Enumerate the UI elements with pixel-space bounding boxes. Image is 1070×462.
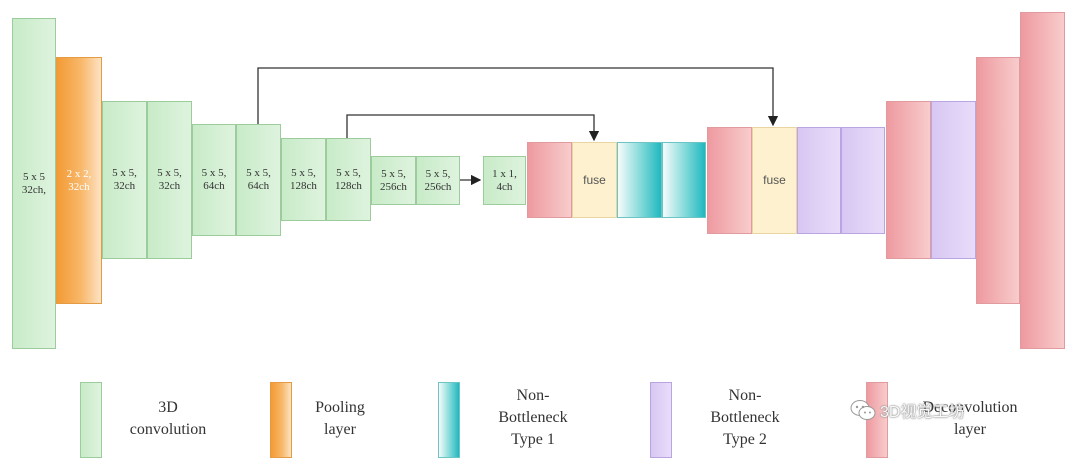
block-conv-6: 5 x 5, 128ch <box>281 138 326 221</box>
block-label: 2 x 2, 32ch <box>66 167 92 193</box>
block-nb2-2 <box>841 127 885 234</box>
block-deconv-4 <box>976 57 1020 304</box>
block-label: 5 x 5, 32ch <box>157 167 182 192</box>
legend-swatch-pool <box>270 382 292 458</box>
block-conv-7: 5 x 5, 128ch <box>326 138 371 221</box>
block-deconv-3 <box>886 101 931 259</box>
block-deconv-5 <box>1020 12 1065 349</box>
block-deconv-2 <box>707 127 752 234</box>
legend-label-nb1: Non- Bottleneck Type 1 <box>498 387 568 448</box>
block-label: 5 x 5, 64ch <box>201 167 227 192</box>
block-fuse-1: fuse <box>572 142 617 218</box>
block-nb2-1 <box>797 127 841 234</box>
block-conv-8: 5 x 5, 256ch <box>371 156 416 205</box>
block-label: fuse <box>763 173 786 187</box>
legend-label-conv: 3D convolution <box>129 399 207 438</box>
block-deconv-1 <box>527 142 572 218</box>
block-conv-4: 5 x 5, 64ch <box>192 124 236 236</box>
block-label: 1 x 1, 4ch <box>492 167 517 193</box>
block-nb2-3 <box>931 101 976 259</box>
skip-connection-inner <box>346 114 600 142</box>
block-conv-9: 5 x 5, 256ch <box>416 156 460 205</box>
block-label: 5 x 5, 256ch <box>380 167 407 193</box>
legend-swatch-nb1 <box>438 382 460 458</box>
block-label: 5 x 5, 128ch <box>335 166 362 192</box>
legend-swatch-deconv <box>866 382 888 458</box>
block-nb1-1 <box>617 142 662 218</box>
block-label: 5 x 5 32ch, <box>21 170 47 196</box>
block-label: 5 x 5, 64ch <box>246 167 271 192</box>
legend-swatch-nb2 <box>650 382 672 458</box>
watermark-text: 3D视觉工坊 <box>880 404 965 421</box>
wechat-icon <box>850 400 876 420</box>
block-conv-10: 1 x 1, 4ch <box>483 156 526 205</box>
legend-label-nb2: Non- Bottleneck Type 2 <box>710 387 780 448</box>
legend-label-pool: Pooling layer <box>315 399 365 438</box>
legend-swatch-conv <box>80 382 102 458</box>
block-conv-3: 5 x 5, 32ch <box>147 101 192 259</box>
watermark: 3D视觉工坊 <box>850 398 964 422</box>
block-conv-2: 5 x 5, 32ch <box>102 101 147 259</box>
block-pool-1: 2 x 2, 32ch <box>56 57 102 304</box>
block-nb1-2 <box>662 142 706 218</box>
block-conv-1: 5 x 5 32ch, <box>12 18 56 349</box>
block-label: 5 x 5, 32ch <box>112 167 137 192</box>
block-fuse-2: fuse <box>752 127 797 234</box>
block-label: 5 x 5, 256ch <box>424 167 452 193</box>
skip-connection-outer <box>257 67 779 127</box>
block-conv-5: 5 x 5, 64ch <box>236 124 281 236</box>
block-label: fuse <box>583 172 606 187</box>
legend-label-deconv: Deconvolution layer <box>922 399 1018 438</box>
block-label: 5 x 5, 128ch <box>290 166 317 192</box>
